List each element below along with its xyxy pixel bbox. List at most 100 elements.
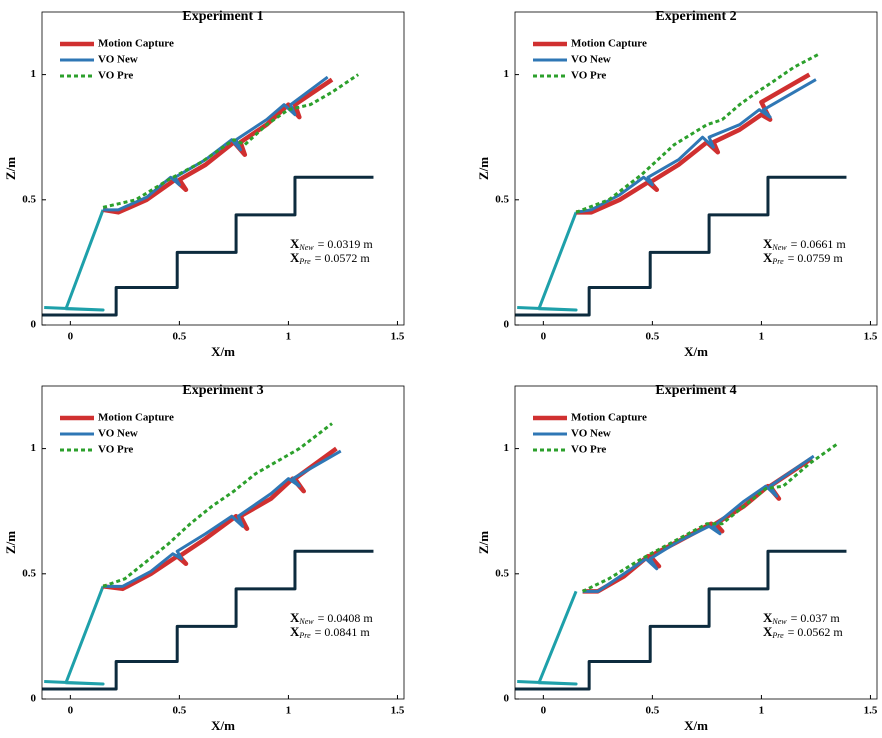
axes-frame [514,385,878,700]
annotation-symbol: X [290,624,300,639]
y-tick-label: 0.5 [22,567,36,579]
trajectory-line [576,72,811,215]
axes-frame [514,11,878,326]
y-axis-label: Z/m [476,157,491,180]
annotation-text: = 0.0408 m [318,611,374,625]
y-tick-label: 1 [504,442,510,454]
legend-label: VO Pre [571,444,606,456]
reference-line [44,585,105,686]
y-tick-label: 0 [504,693,510,705]
legend-label: VO Pre [571,70,606,82]
subplot: Experiment 4 X/m Z/m 0 0.5 1 1.5 0 0.5 1 Motion Ca… [476,383,878,733]
trajectory-line [102,446,338,592]
annotation-text: = 0.0572 m [315,251,371,265]
annotation-subscript: Pre [298,257,311,266]
trajectory-line [103,75,329,212]
legend-label: VO New [98,54,138,66]
x-tick-label: 0.5 [646,705,660,717]
x-tick-label: 1 [286,331,292,343]
annotation: XPre = 0.0562 m [763,624,843,640]
x-tick-label: 0 [68,331,74,343]
reference-line [517,211,578,312]
legend-label: VO Pre [98,444,133,456]
annotation-subscript: Pre [771,631,784,640]
subplot: Experiment 1 X/m Z/m 0 0.5 1 1.5 0 0.5 1 Motion Ca… [3,9,405,359]
trajectory-line [582,454,815,593]
annotation-subscript: Pre [298,631,311,640]
x-tick-label: 0 [541,331,547,343]
x-tick-label: 0.5 [173,331,187,343]
x-tick-label: 0.5 [173,705,187,717]
reference-line [517,590,578,686]
legend-label: VO New [571,428,611,440]
annotation-subscript: New [298,243,314,252]
trajectory-line [102,422,333,588]
y-tick-label: 0.5 [22,193,36,205]
x-tick-label: 1.5 [391,331,405,343]
legend-label: Motion Capture [98,412,174,424]
annotation-text: = 0.0562 m [788,625,844,639]
x-tick-label: 1.5 [391,705,405,717]
annotation-symbol: X [763,236,773,251]
annotation: XPre = 0.0841 m [290,624,370,640]
y-tick-label: 0 [31,693,37,705]
y-tick-label: 0 [504,319,510,331]
trajectory-line [575,53,819,214]
y-tick-label: 0.5 [495,567,509,579]
annotation-text: = 0.0759 m [788,251,844,265]
annotation-symbol: X [763,610,773,625]
y-tick-label: 1 [31,68,37,80]
annotation-text: = 0.0661 m [791,237,847,251]
x-tick-label: 0 [68,705,74,717]
chart-title: Experiment 3 [182,383,263,398]
trajectory-line [103,449,342,588]
reference-line [515,549,847,691]
y-axis-label: Z/m [3,157,18,180]
annotation-subscript: New [298,617,314,626]
legend-label: VO Pre [98,70,133,82]
subplot: Experiment 3 X/m Z/m 0 0.5 1 1.5 0 0.5 1 Motion Ca… [3,383,405,733]
legend-label: Motion Capture [571,412,647,424]
legend-label: Motion Capture [98,38,174,50]
annotation: XNew = 0.0661 m [763,236,846,252]
legend-label: VO New [571,54,611,66]
chart-title: Experiment 1 [182,9,263,24]
annotation-symbol: X [290,250,300,265]
annotation-text: = 0.0319 m [318,237,374,251]
annotation-text: = 0.037 m [791,611,841,625]
legend-label: Motion Capture [571,38,647,50]
subplot: Experiment 2 X/m Z/m 0 0.5 1 1.5 0 0.5 1 Motion Ca… [476,9,878,359]
trajectory-line [575,78,817,214]
y-tick-label: 1 [504,68,510,80]
annotation-symbol: X [290,610,300,625]
x-tick-label: 1.5 [864,705,878,717]
y-tick-label: 0 [31,319,37,331]
annotation-subscript: Pre [771,257,784,266]
reference-line [42,175,374,317]
axes-frame [41,385,405,700]
x-tick-label: 0.5 [646,331,660,343]
x-axis-label: X/m [211,344,235,359]
annotation-text: = 0.0841 m [315,625,371,639]
trajectory-line [102,73,360,209]
reference-line [44,209,105,312]
x-tick-label: 1 [759,705,765,717]
annotation: XNew = 0.037 m [763,610,840,626]
annotation-subscript: New [771,617,787,626]
x-axis-label: X/m [684,344,708,359]
y-axis-label: Z/m [476,531,491,554]
annotation-symbol: X [290,236,300,251]
chart-title: Experiment 4 [655,383,736,398]
trajectory-line [582,456,813,594]
x-axis-label: X/m [211,718,235,733]
annotation: XPre = 0.0759 m [763,250,843,266]
x-tick-label: 0 [541,705,547,717]
reference-line [42,549,374,691]
y-tick-label: 1 [31,442,37,454]
x-tick-label: 1 [286,705,292,717]
annotation-subscript: New [771,243,787,252]
reference-line [515,175,847,317]
x-tick-label: 1.5 [864,331,878,343]
x-axis-label: X/m [684,718,708,733]
